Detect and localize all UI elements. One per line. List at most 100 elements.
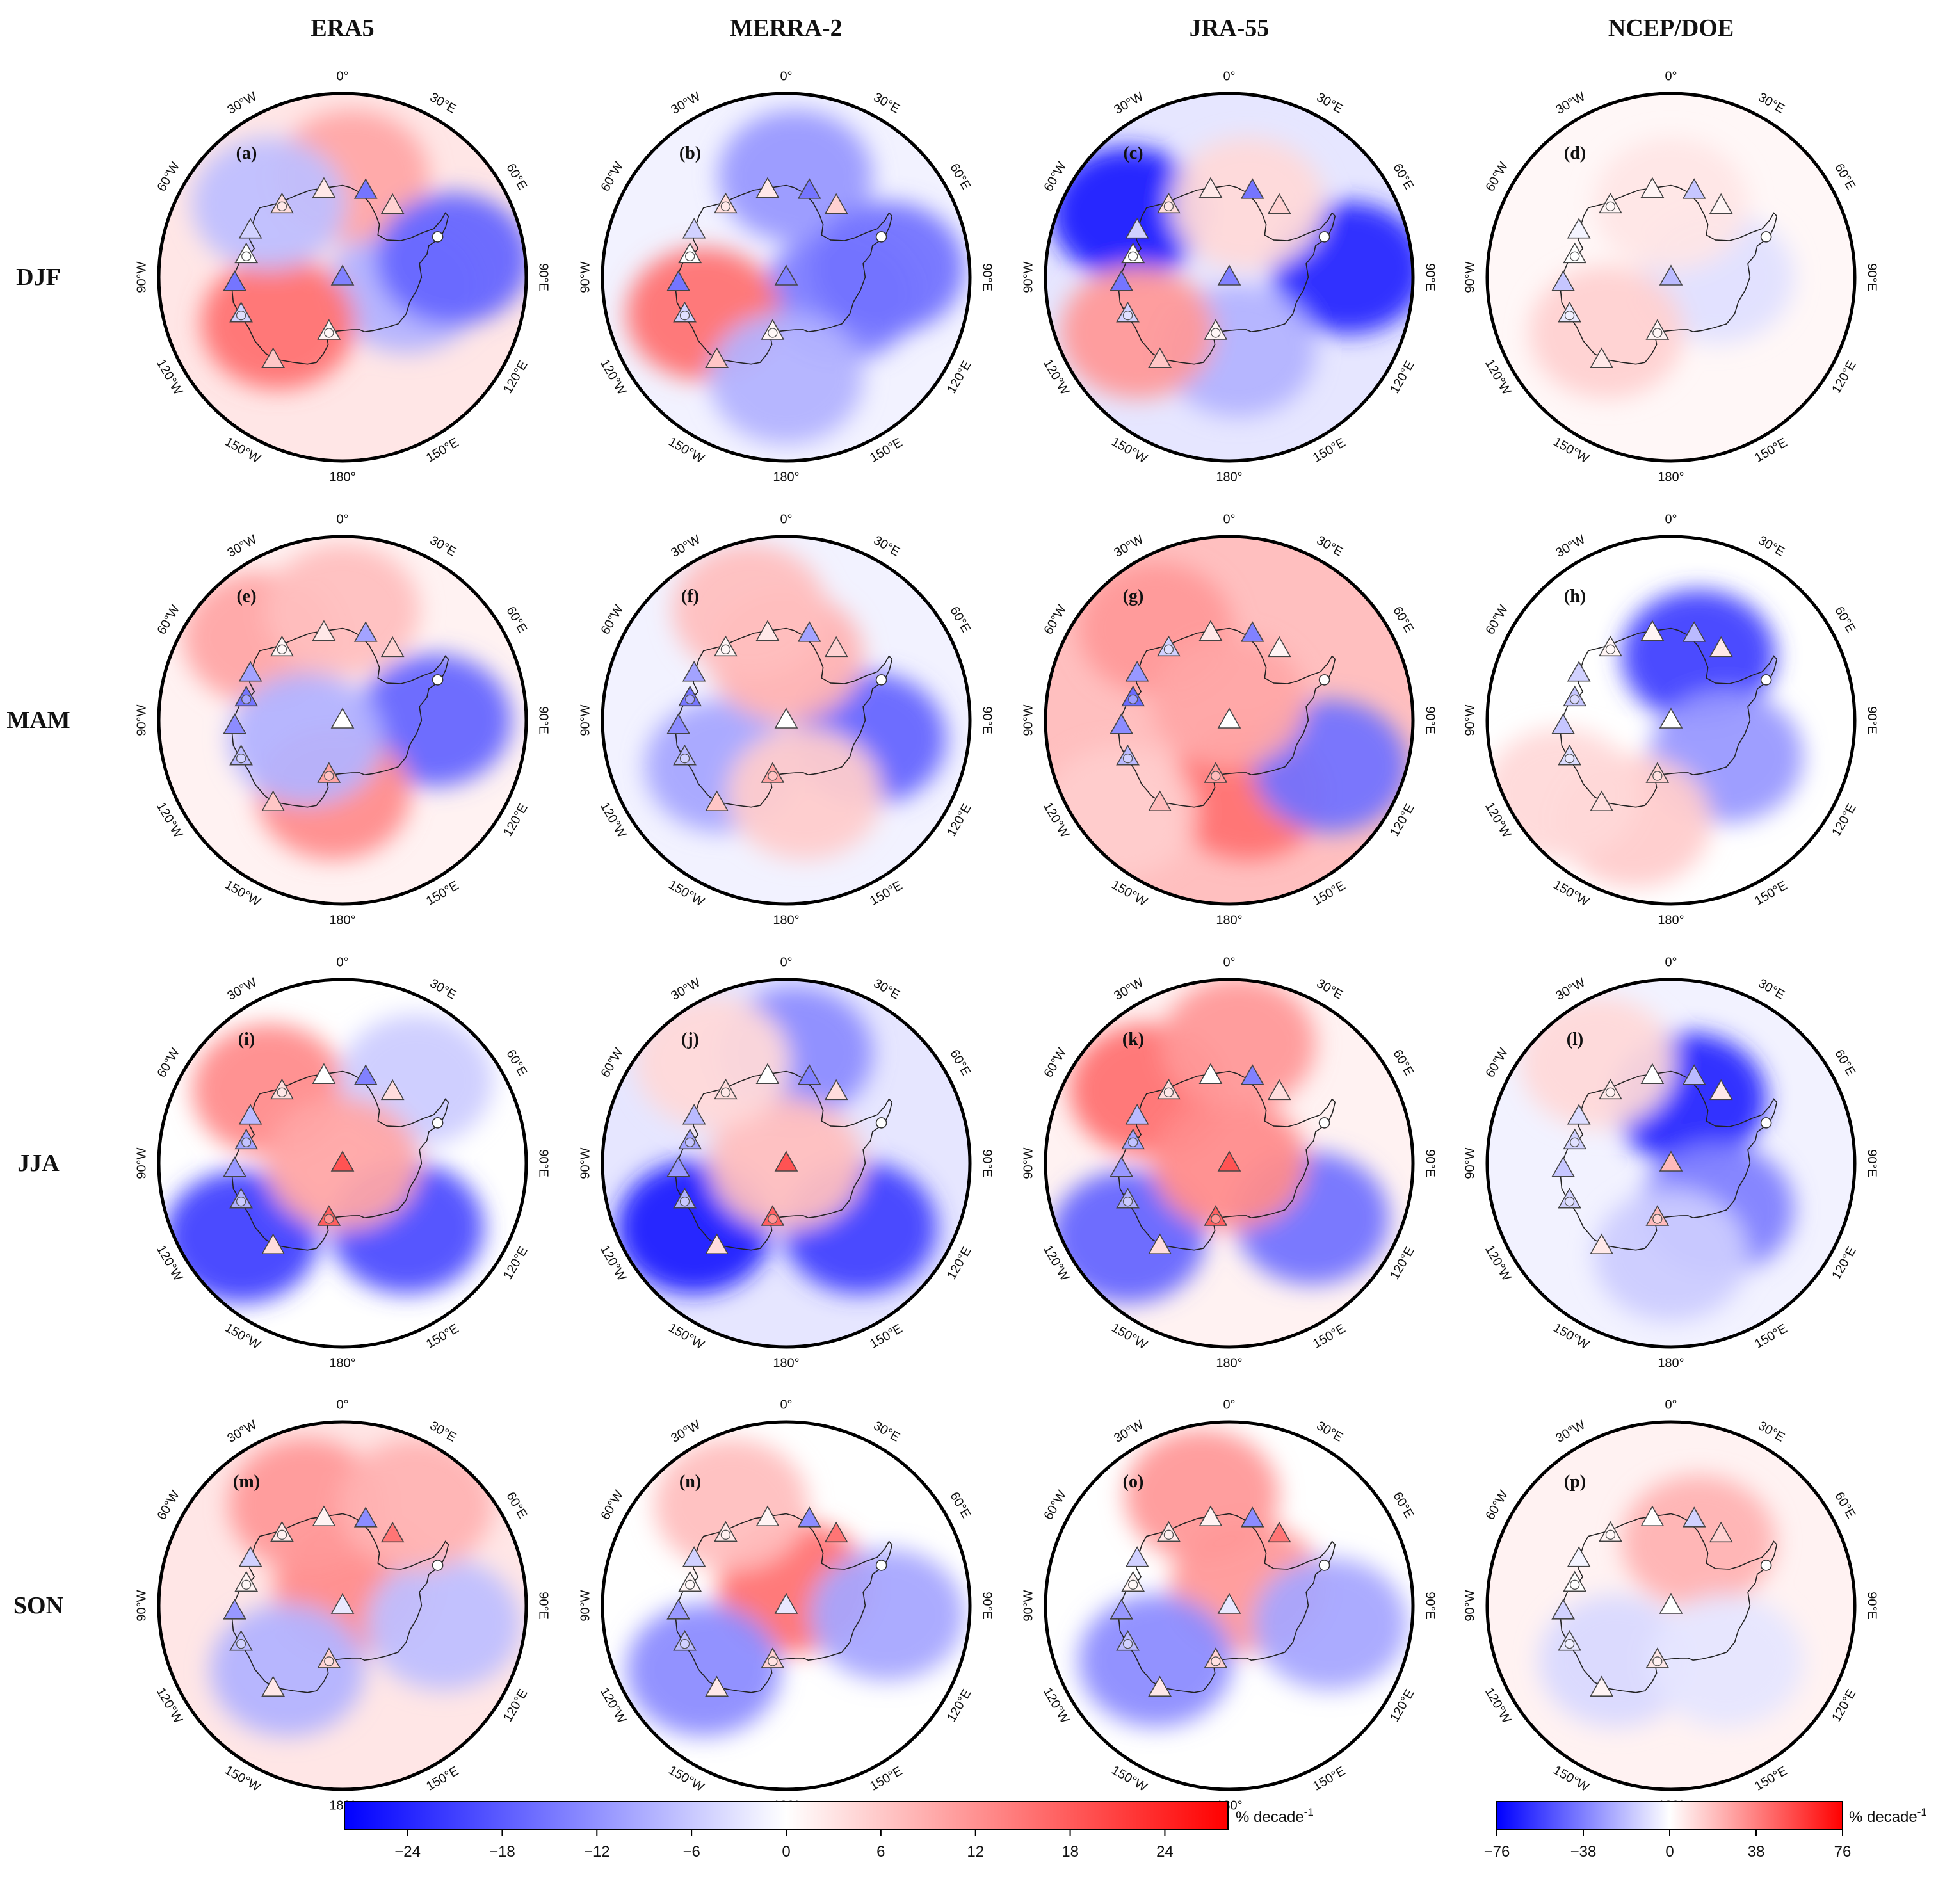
station-circle-marker — [1570, 694, 1580, 704]
station-circle-marker — [1605, 644, 1616, 654]
station-circle-marker — [1318, 1117, 1330, 1129]
longitude-label: 180° — [1216, 1356, 1242, 1370]
panel-label: (h) — [1564, 586, 1586, 606]
antarctica-coastline — [1560, 1070, 1778, 1251]
longitude-label: 180° — [773, 913, 799, 927]
station-triangle-marker — [1709, 193, 1733, 214]
map-panel: 0°30°E60°E90°E120°E150°E180°150°W120°W90… — [134, 1398, 550, 1812]
map-panel: 0°30°E60°E90°E120°E150°E180°150°W120°W90… — [1463, 1398, 1878, 1812]
longitude-label: 0° — [1223, 512, 1235, 526]
longitude-label: 60°W — [154, 602, 182, 637]
map-panel: 0°30°E60°E90°E120°E150°E180°150°W120°W90… — [578, 955, 994, 1370]
station-circle-marker — [1122, 1197, 1133, 1207]
station-triangle-marker — [755, 620, 780, 641]
station-triangle-marker — [330, 1593, 355, 1614]
longitude-label: 60°E — [1390, 1047, 1416, 1079]
station-triangle-marker — [1110, 1156, 1133, 1177]
longitude-label: 90°E — [980, 263, 994, 291]
station-circle-marker — [720, 644, 731, 654]
longitude-label: 30°W — [668, 1417, 703, 1446]
longitude-label: 90°W — [1021, 1590, 1035, 1621]
longitude-label: 180° — [1658, 470, 1684, 484]
colorbar-unit-ncep: % decade-1 — [1849, 1806, 1927, 1826]
map-panel: 0°30°E60°E90°E120°E150°E180°150°W120°W90… — [1021, 955, 1437, 1370]
station-triangle-marker — [1567, 661, 1591, 682]
map-panel: 0°30°E60°E90°E120°E150°E180°150°W120°W90… — [578, 512, 994, 927]
station-circle-marker — [277, 201, 287, 211]
longitude-label: 90°W — [1021, 261, 1035, 293]
station-circle-marker — [241, 694, 252, 704]
station-circle-marker — [277, 1087, 287, 1097]
station-triangle-marker — [774, 1593, 798, 1614]
longitude-label: 60°E — [1832, 1047, 1858, 1079]
station-triangle-marker — [682, 218, 706, 239]
longitude-label: 60°E — [1390, 604, 1416, 636]
longitude-label: 90°W — [578, 1590, 592, 1621]
station-circle-marker — [277, 1529, 287, 1540]
station-triangle-marker — [1148, 347, 1172, 368]
map-frame — [157, 535, 528, 906]
trend-blob — [357, 654, 512, 787]
station-triangle-marker — [1198, 1505, 1223, 1526]
station-triangle-marker — [238, 1546, 262, 1567]
station-circle-marker — [679, 1639, 690, 1649]
station-triangle-marker — [1110, 713, 1133, 734]
station-circle-marker — [1760, 231, 1772, 243]
longitude-label: 60°W — [598, 159, 626, 194]
station-triangle-marker — [1125, 218, 1149, 239]
station-circle-marker — [685, 1579, 695, 1590]
trend-blob — [654, 1438, 809, 1571]
station-circle-marker — [236, 1197, 246, 1207]
station-circle-marker — [768, 771, 778, 781]
station-circle-marker — [1211, 328, 1221, 338]
station-triangle-marker — [312, 620, 336, 641]
panel-label: (i) — [238, 1029, 255, 1049]
station-triangle-marker — [1590, 347, 1613, 368]
station-triangle-marker — [682, 661, 706, 682]
station-triangle-marker — [1551, 270, 1575, 291]
station-triangle-marker — [705, 1675, 729, 1697]
longitude-label: 60°W — [154, 1488, 182, 1522]
longitude-label: 30°W — [668, 975, 703, 1003]
station-circle-marker — [1163, 1087, 1174, 1097]
map-panel: 0°30°E60°E90°E120°E150°E180°150°W120°W90… — [578, 69, 994, 484]
station-triangle-marker — [1240, 621, 1264, 642]
longitude-label: 90°E — [1865, 706, 1879, 734]
trend-blob — [810, 1549, 965, 1681]
trend-blob — [810, 202, 965, 334]
longitude-label: 30°W — [1553, 89, 1588, 117]
station-circle-marker — [1605, 1087, 1616, 1097]
station-triangle-marker — [1240, 1064, 1264, 1085]
map-panel: 0°30°E60°E90°E120°E150°E180°150°W120°W90… — [134, 512, 550, 927]
row-title-mam: MAM — [6, 707, 70, 734]
station-triangle-marker — [1709, 1079, 1733, 1101]
station-triangle-marker — [330, 264, 355, 286]
station-triangle-marker — [312, 1505, 336, 1526]
station-triangle-marker — [824, 1079, 848, 1101]
trend-blob — [1649, 1594, 1804, 1727]
station-circle-marker — [679, 1197, 690, 1207]
station-triangle-marker — [797, 178, 821, 199]
trend-field — [1487, 537, 1855, 904]
station-circle-marker — [241, 1137, 252, 1147]
longitude-label: 60°W — [1041, 1045, 1069, 1080]
station-triangle-marker — [1217, 1150, 1241, 1172]
station-triangle-marker — [755, 1063, 780, 1084]
column-title-merra2: MERRA-2 — [730, 15, 842, 42]
station-circle-marker — [432, 231, 444, 243]
station-circle-marker — [1163, 1529, 1174, 1540]
panel-label: (o) — [1123, 1472, 1144, 1492]
station-triangle-marker — [1148, 1675, 1172, 1697]
trend-field — [1045, 1422, 1413, 1789]
longitude-label: 30°E — [871, 976, 902, 1003]
station-triangle-marker — [1551, 1156, 1575, 1177]
trend-blob — [1170, 137, 1325, 270]
longitude-label: 60°E — [947, 1490, 973, 1521]
trend-blob — [672, 544, 827, 677]
station-circle-marker — [1211, 771, 1221, 781]
antarctica-coastline — [231, 184, 449, 365]
longitude-label: 30°E — [871, 1419, 902, 1445]
station-triangle-marker — [1682, 621, 1706, 642]
station-circle-marker — [1128, 1137, 1138, 1147]
station-triangle-marker — [1551, 713, 1575, 734]
